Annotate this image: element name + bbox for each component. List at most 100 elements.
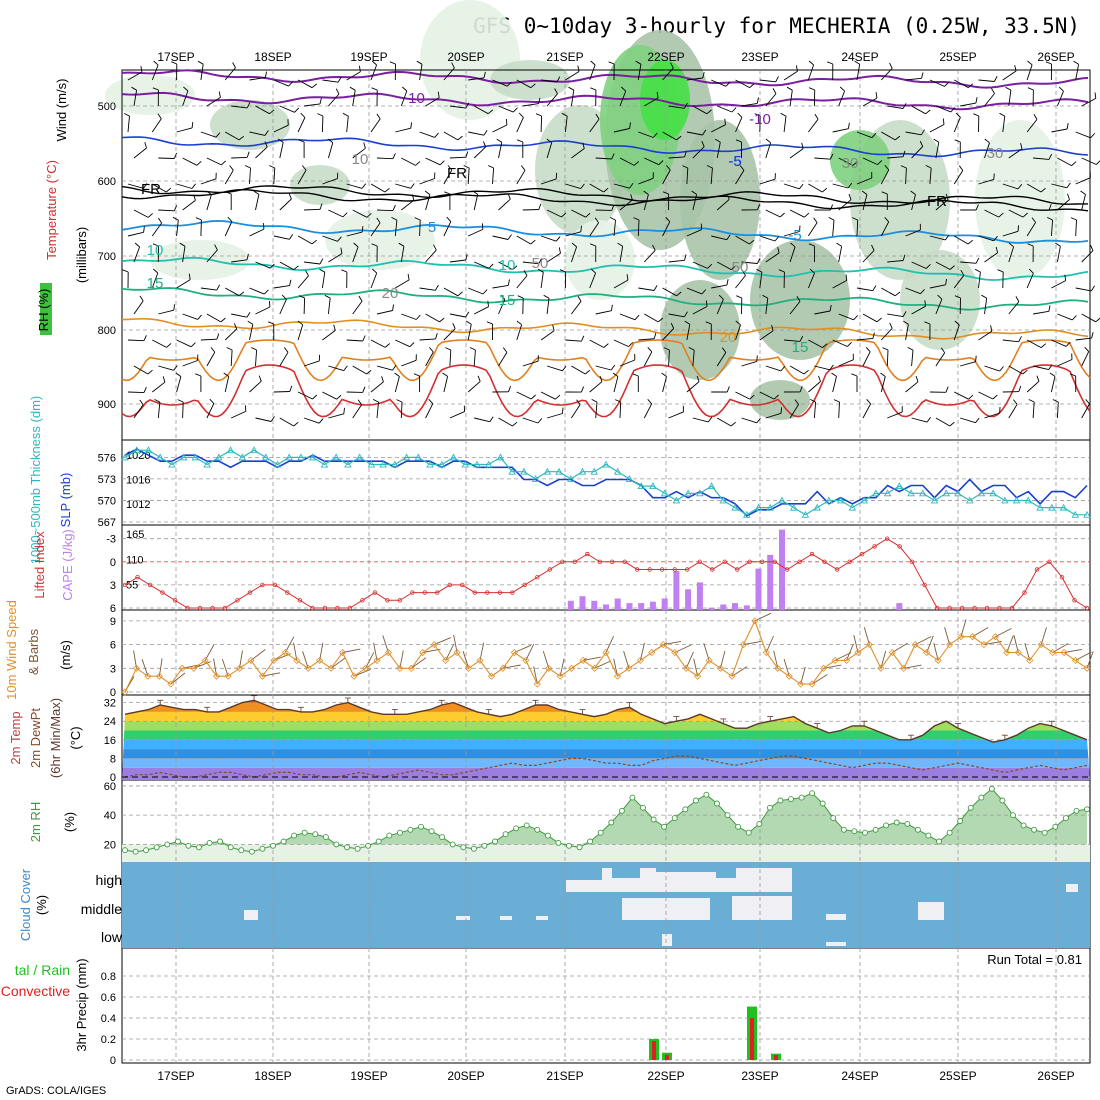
rh-point <box>1052 823 1059 830</box>
temperature-contour <box>121 219 1089 244</box>
wind-barb <box>370 183 386 193</box>
rh-shade-region <box>210 100 290 150</box>
thickness-point <box>989 489 997 497</box>
wind-barb-tick <box>341 269 348 273</box>
wind-barb <box>370 381 384 393</box>
wind-barb <box>881 287 896 297</box>
lifted-index-point <box>772 559 777 564</box>
wind-barb-tick <box>684 320 691 325</box>
wind-barb-tick <box>822 187 828 193</box>
wind-barb <box>911 261 927 269</box>
wind-barb-tick <box>756 268 763 273</box>
wind-barb-tick <box>196 160 202 166</box>
wind-barb <box>565 71 580 81</box>
wind-barb-tick <box>599 375 603 382</box>
wind-barb <box>401 359 417 367</box>
wind-barb <box>304 261 321 265</box>
wind-barb-tick <box>851 373 858 377</box>
contour-label: 30 <box>842 155 859 172</box>
wind-barb <box>176 127 193 133</box>
lifted-index-point <box>160 590 165 595</box>
wind-barb <box>1075 337 1092 341</box>
wind-barb <box>1026 183 1042 193</box>
wind-barb-tick <box>554 88 558 95</box>
wind-barb <box>887 156 904 159</box>
wind-barb <box>304 208 321 211</box>
wind-barb <box>449 313 466 318</box>
wind-speed-point <box>178 664 186 672</box>
wind-barb-tick <box>523 270 528 276</box>
rh-point <box>883 822 890 829</box>
wind-barb <box>1075 219 1077 237</box>
wind-barb <box>735 235 750 245</box>
wind-barb <box>668 411 684 419</box>
wind-barb-tick <box>780 112 787 117</box>
wind-barb <box>929 235 946 241</box>
wind-barb-tick <box>626 274 629 281</box>
thickness-point <box>754 503 763 511</box>
wind-barb <box>905 167 907 185</box>
thickness-point <box>1001 496 1009 504</box>
wind-barb <box>176 376 182 393</box>
wind-barb <box>322 235 338 242</box>
wind-barb-tick <box>396 399 403 403</box>
wind-barb-tick <box>910 190 916 195</box>
cape-bar <box>649 601 656 610</box>
wind-barb <box>224 67 236 81</box>
wind-barb <box>686 229 702 237</box>
cape-bar <box>579 596 586 610</box>
wind-barb <box>401 157 416 166</box>
wind-barb <box>935 417 951 427</box>
wind-barb-tick <box>632 373 639 377</box>
wind-barb <box>814 365 831 371</box>
wind-barb <box>686 131 703 136</box>
wind-barb-tick <box>1058 86 1064 92</box>
wind-barb <box>1050 219 1054 237</box>
wind-barb-tick <box>778 269 785 273</box>
rh-point <box>312 831 319 838</box>
wind-barb-tick <box>335 88 340 95</box>
cape-bar <box>567 600 574 610</box>
thickness-point <box>332 453 340 461</box>
wind-barb <box>716 199 730 211</box>
wind-speed-point <box>716 664 725 672</box>
wind-barb <box>395 127 411 133</box>
thickness-point <box>355 453 364 461</box>
wind-barb <box>643 351 653 367</box>
wind-barb-tick <box>337 76 342 83</box>
wind-barb-tick <box>684 151 687 158</box>
date-label-bottom: 23SEP <box>741 1069 778 1083</box>
thickness-point <box>215 453 223 461</box>
wind-barb <box>1008 301 1020 315</box>
wind-barb <box>789 209 805 218</box>
wind-barb <box>984 412 1000 419</box>
wind-barb-tick <box>670 322 675 329</box>
wind-barb-tick <box>555 236 561 242</box>
wind-speed-point <box>373 656 381 664</box>
wind-barb <box>200 178 217 185</box>
wind-barb <box>735 391 751 400</box>
lifted-index-point <box>172 598 178 603</box>
wind-barb <box>960 361 976 367</box>
wind-barb-tick <box>333 324 336 331</box>
rh-point <box>608 819 615 826</box>
thickness-tick: 570 <box>98 495 116 507</box>
wind-barb <box>279 261 295 271</box>
wind-barb-tick <box>451 62 455 69</box>
wind-barb <box>346 339 363 342</box>
wind-barb-tick <box>756 355 758 362</box>
wind-barb <box>692 417 709 423</box>
wind-barb-tick <box>582 142 585 149</box>
wind-barb <box>370 272 378 289</box>
rh-shade-region <box>680 120 760 280</box>
wind-barb-tick <box>633 217 640 221</box>
wind-barb-tick <box>1014 65 1017 72</box>
temperature-contour <box>121 318 1089 340</box>
wind-barb-tick <box>538 203 542 210</box>
wind-speed-point <box>831 656 839 664</box>
wind-barb <box>731 666 748 677</box>
wind-barb-tick <box>507 234 512 240</box>
wind-barb <box>255 417 272 422</box>
wind-barb-tick <box>590 87 597 91</box>
wind-barb-tick <box>538 258 542 265</box>
